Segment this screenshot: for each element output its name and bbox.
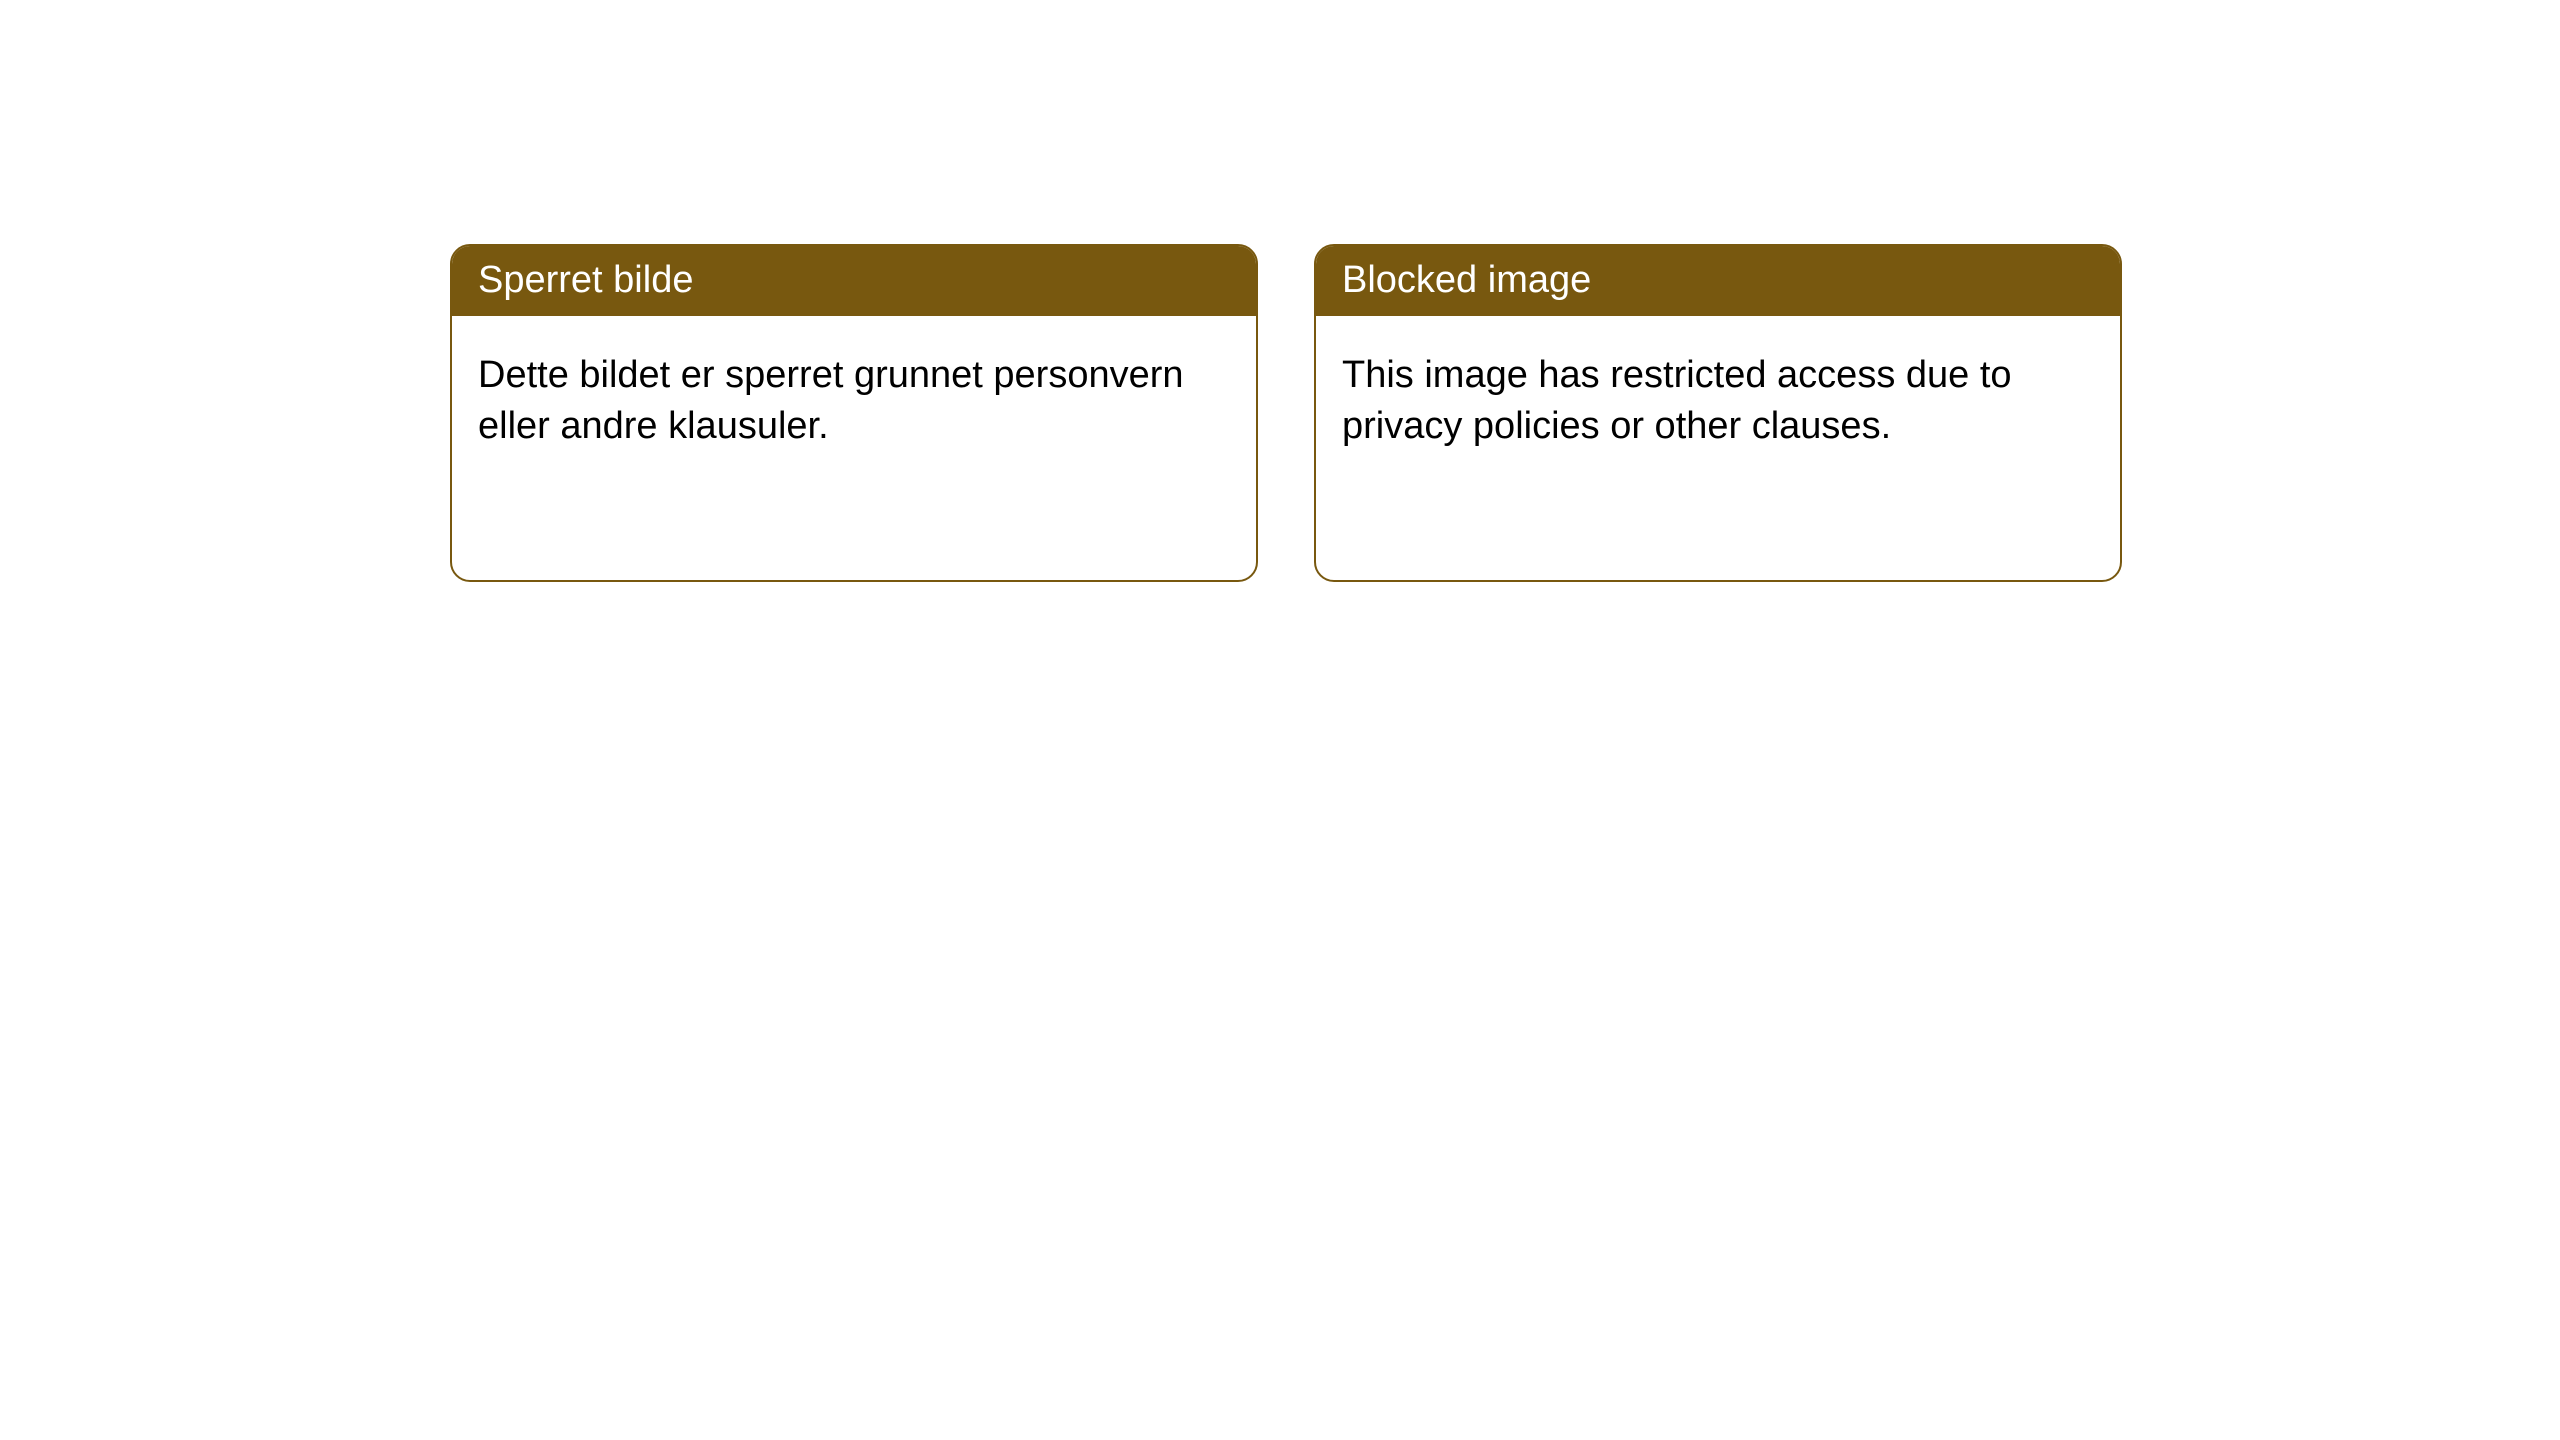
card-title: Sperret bilde [452,246,1256,316]
blocked-image-card-en: Blocked image This image has restricted … [1314,244,2122,582]
card-body: This image has restricted access due to … [1316,316,2120,487]
blocked-image-card-no: Sperret bilde Dette bildet er sperret gr… [450,244,1258,582]
notice-container: Sperret bilde Dette bildet er sperret gr… [0,0,2560,582]
card-title: Blocked image [1316,246,2120,316]
card-body: Dette bildet er sperret grunnet personve… [452,316,1256,487]
